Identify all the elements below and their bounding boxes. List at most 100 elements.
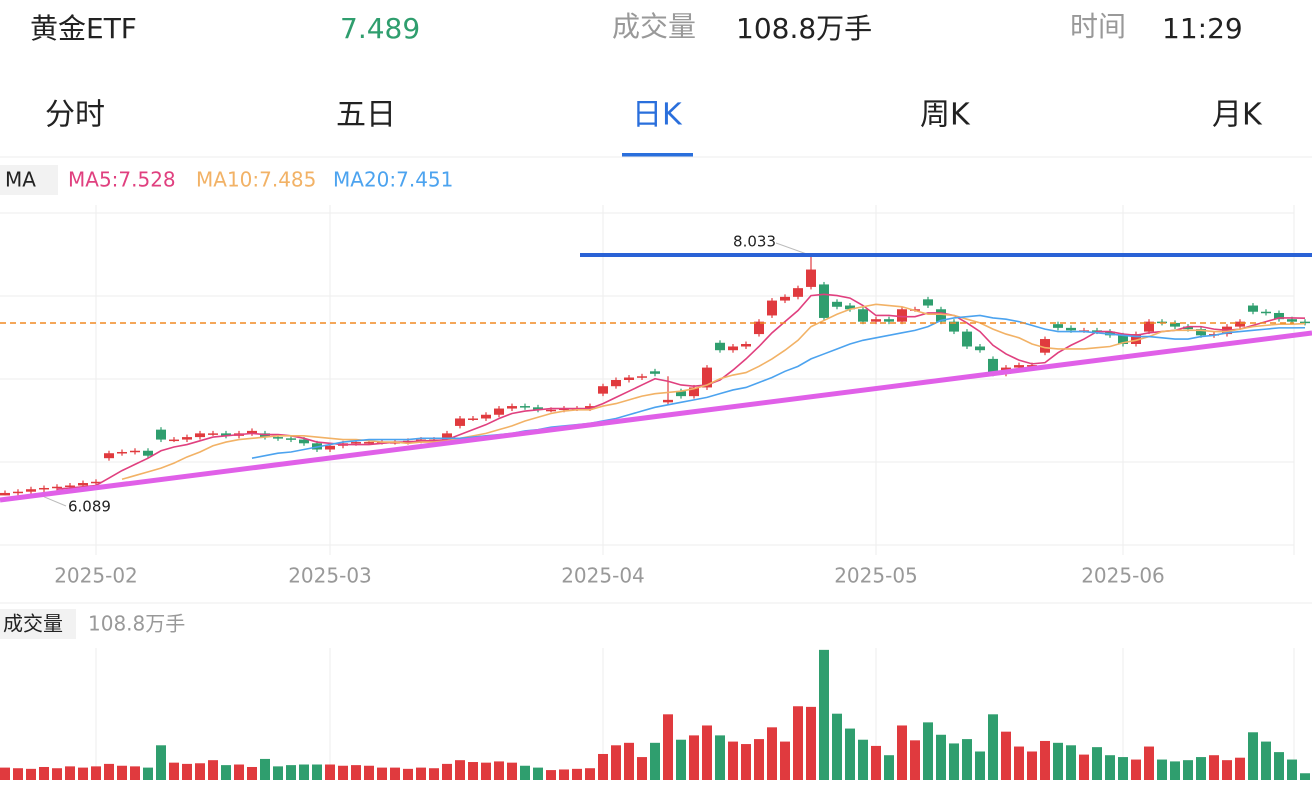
candle-body [988, 358, 998, 374]
candle-body [1053, 324, 1063, 328]
volume-bar [793, 706, 803, 780]
volume-bar [689, 735, 699, 780]
volume-bar [208, 760, 218, 780]
candle-body [546, 409, 556, 412]
volume-bar [884, 755, 894, 780]
candle-body [351, 442, 361, 444]
volume-bar [897, 725, 907, 780]
candle-body [975, 346, 985, 351]
volume-bar [923, 722, 933, 780]
candle-body [26, 489, 36, 492]
candle-body [39, 487, 49, 490]
candle-body [1040, 339, 1050, 353]
volume-label: 成交量 [612, 10, 696, 43]
candle-body [481, 414, 491, 419]
candle-body [1248, 305, 1258, 312]
volume-bar [1066, 745, 1076, 780]
volume-bar [611, 745, 621, 780]
volume-bar [481, 762, 491, 780]
volume-bar [299, 764, 309, 780]
ma-line [251, 314, 1306, 459]
volume-bar [650, 742, 660, 780]
tab-indicator [622, 153, 693, 157]
volume-bar [1261, 741, 1271, 780]
price: 7.489 [340, 12, 420, 45]
volume-bar [117, 765, 127, 780]
volume-bar [975, 751, 985, 780]
candle-body [104, 453, 114, 459]
volume-bar [65, 766, 75, 780]
volume-bar [962, 739, 972, 780]
volume-bar [1183, 760, 1193, 780]
volume-bar [182, 763, 192, 780]
candle-body [1027, 365, 1037, 367]
candle-body [793, 288, 803, 297]
volume-bar [819, 649, 829, 780]
tab[interactable]: 周K [920, 98, 971, 133]
candle-body [1274, 312, 1284, 320]
volume-bar [78, 767, 88, 780]
volume-bar [936, 734, 946, 780]
candle-body [195, 433, 205, 438]
volume-bar [1001, 731, 1011, 780]
candle-body [1183, 326, 1193, 330]
candle-body [702, 367, 712, 388]
volume-bar [390, 767, 400, 780]
volume-bar [1274, 752, 1284, 780]
candle-body [689, 387, 699, 397]
tab[interactable]: 分时 [45, 98, 105, 133]
ma-legend: MA5:7.528 [68, 168, 176, 192]
candle-body [325, 445, 335, 450]
candle-body [949, 321, 959, 332]
candle-body [611, 380, 621, 387]
candle-body [832, 301, 842, 307]
tab[interactable]: 月K [1212, 98, 1263, 133]
candle-body [91, 481, 101, 484]
candle-body [78, 483, 88, 486]
volume-bar [169, 762, 179, 780]
candle-body [1196, 329, 1206, 336]
volume-bar [351, 765, 361, 780]
price-grid [0, 205, 1312, 780]
x-tick-label: 2025-05 [834, 564, 918, 588]
ma-line [121, 303, 1306, 481]
volume-bar [1235, 757, 1245, 780]
candle-body [65, 485, 75, 487]
volume-bar [1040, 740, 1050, 780]
candle-body [533, 407, 543, 410]
volume-bar [832, 713, 842, 780]
candle-body [754, 321, 764, 335]
volume-bar [247, 766, 257, 780]
volume-bar [676, 739, 686, 780]
volume-bar [104, 763, 114, 780]
volume-bar [442, 763, 452, 780]
volume-bar [364, 765, 374, 780]
volume-bar [286, 765, 296, 780]
volume-bar [1209, 755, 1219, 780]
volume-bar [260, 758, 270, 780]
candle-body [884, 319, 894, 322]
volume-bar [338, 765, 348, 780]
tab[interactable]: 日K [632, 98, 683, 133]
volume-bar [1157, 759, 1167, 780]
tab[interactable]: 五日 [336, 98, 396, 133]
volume-bar [416, 767, 426, 780]
candle-body [299, 439, 309, 444]
candle-body [1131, 334, 1141, 345]
candle-body [637, 376, 647, 378]
tab-bar: 分时 五日 日K 周K 月K [45, 98, 1263, 157]
volume-bar [845, 728, 855, 780]
volume-bar [468, 762, 478, 780]
volume-bar [377, 767, 387, 780]
ma-legend: MA20:7.451 [333, 168, 453, 192]
volume-bar [91, 766, 101, 780]
volume-bar [520, 765, 530, 780]
candle-body [871, 319, 881, 322]
volume-bar [572, 768, 582, 780]
candle-body [221, 433, 231, 436]
x-tick-label: 2025-04 [561, 564, 645, 588]
volume-legend-box [0, 609, 76, 639]
volume-bar [507, 762, 517, 780]
candle-body [728, 346, 738, 351]
candle-body [624, 377, 634, 380]
